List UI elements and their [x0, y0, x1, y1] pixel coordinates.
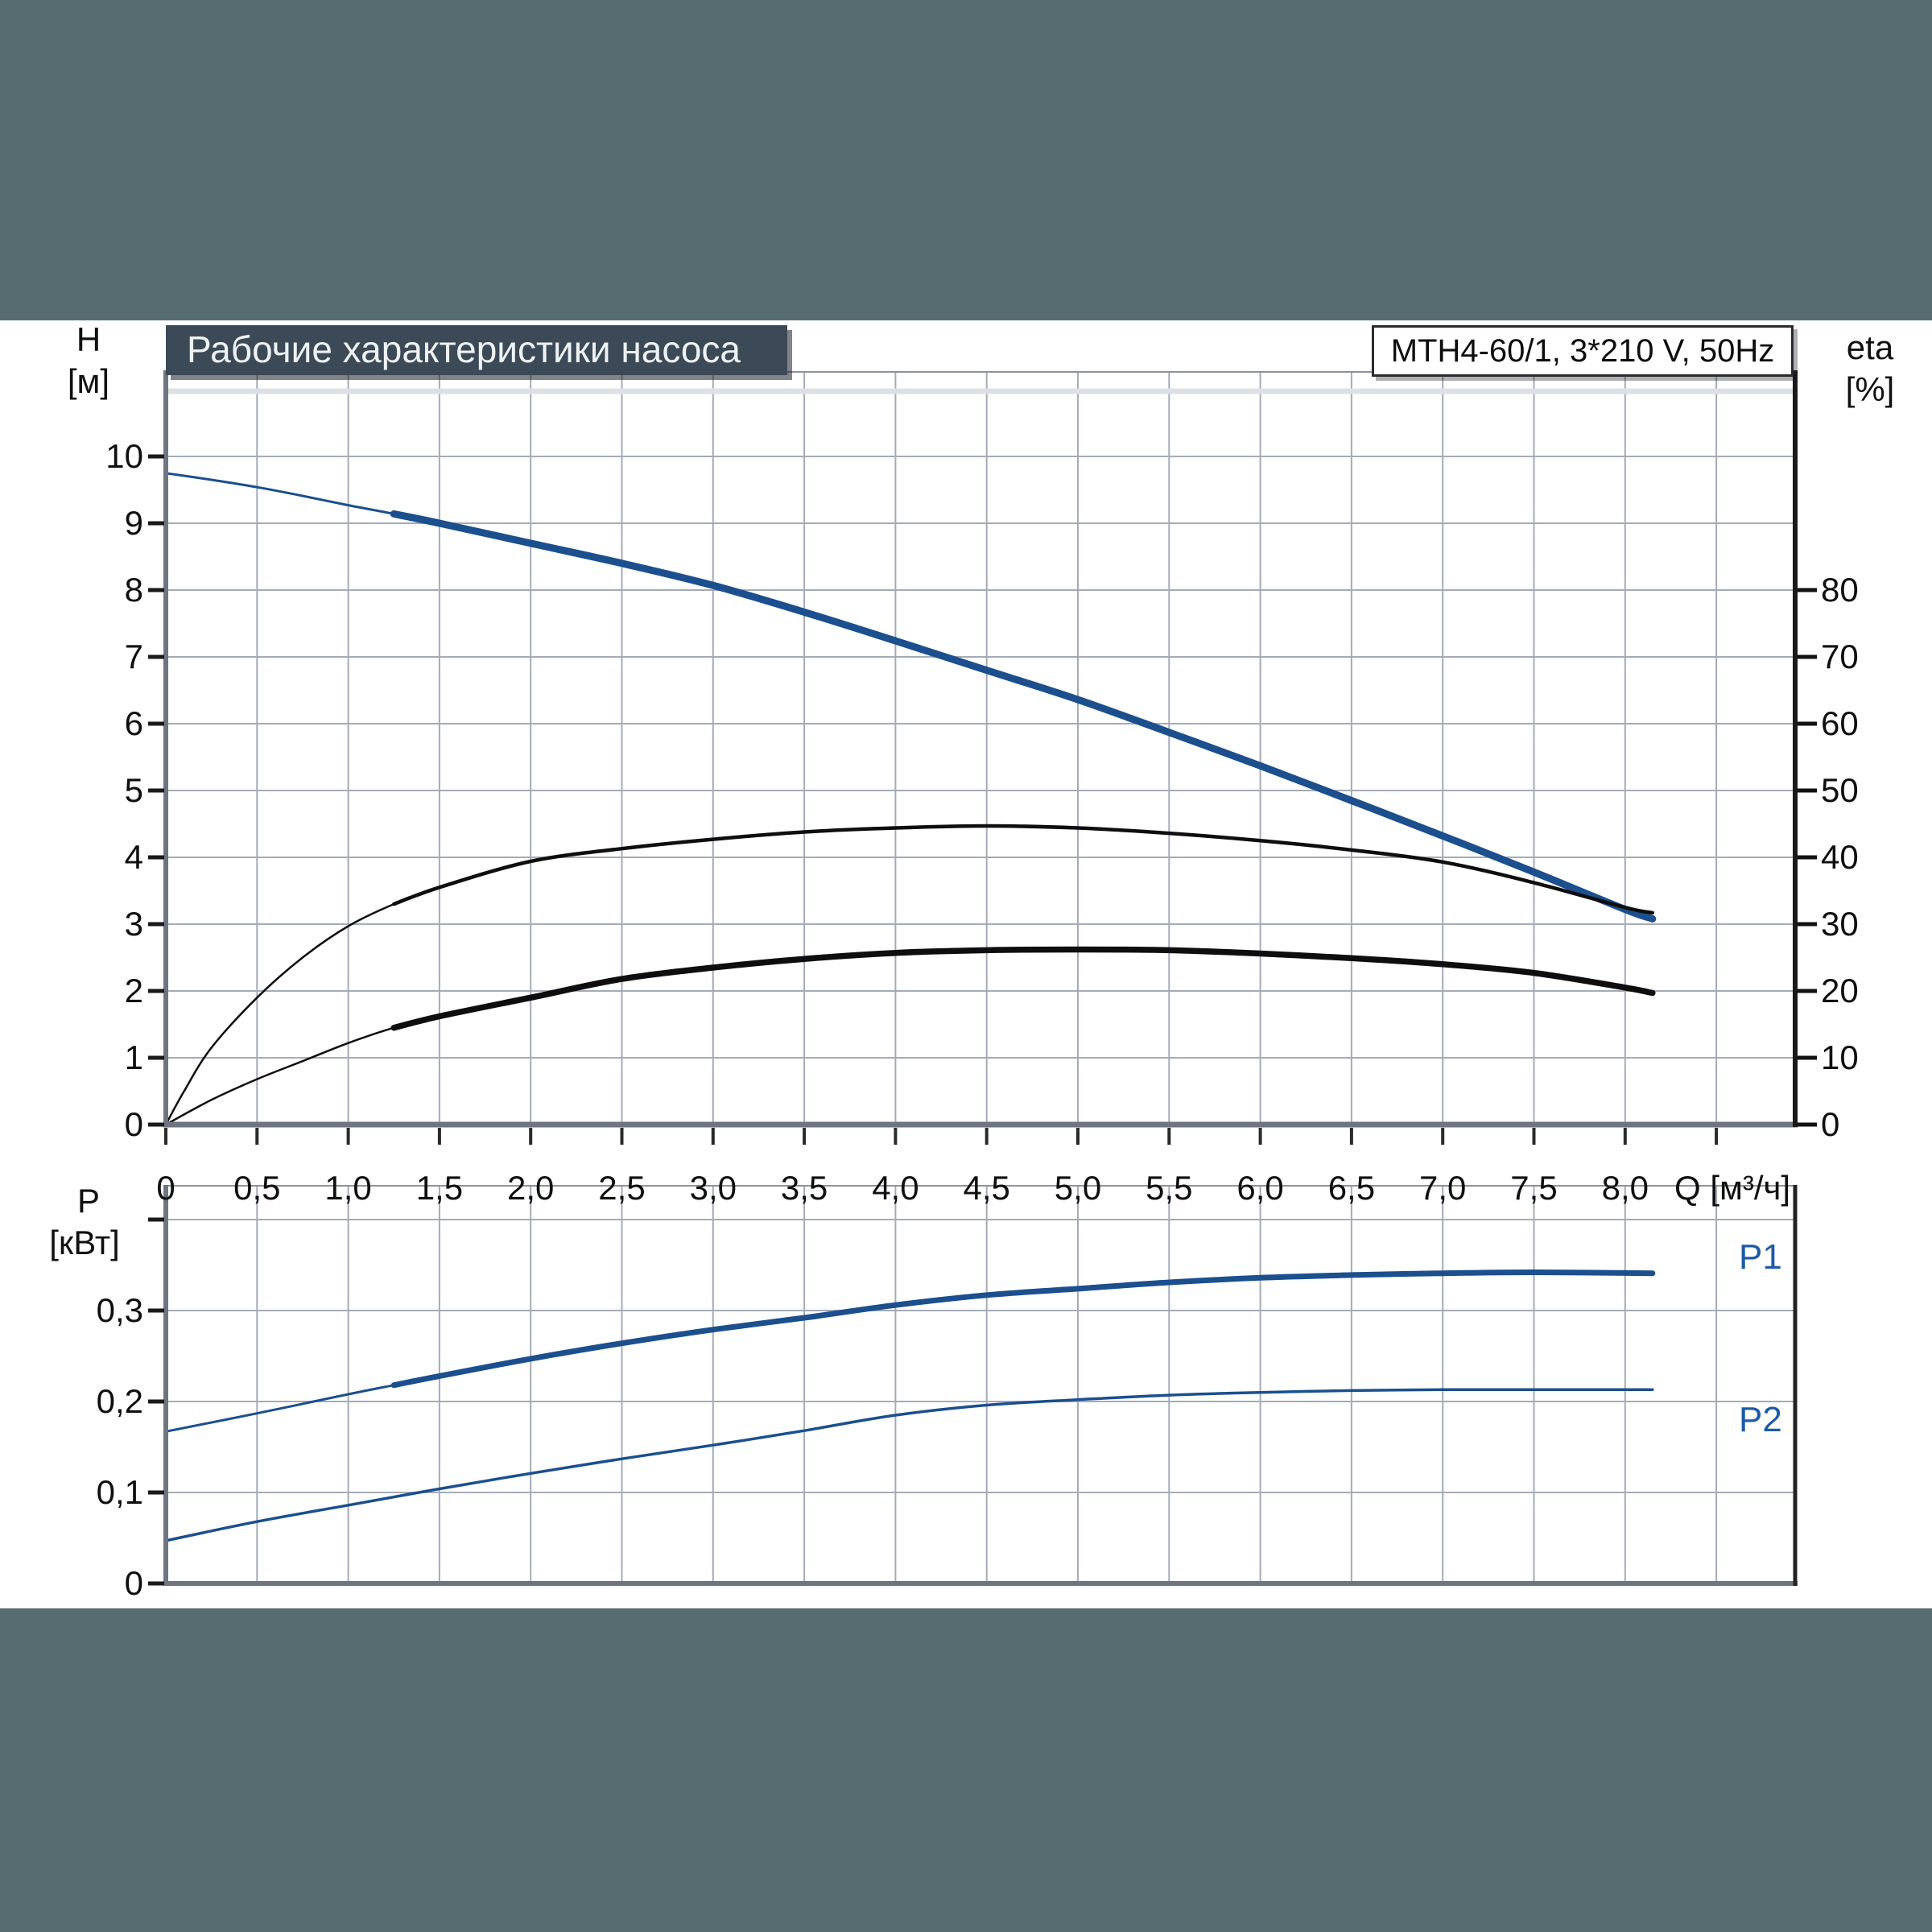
q-tick-label: 1,0 [324, 1169, 372, 1207]
p-tick-label: 0,2 [96, 1382, 143, 1420]
h-tick-label: 5 [124, 771, 143, 809]
q-tick-label: 0 [156, 1169, 175, 1207]
q-tick-label: 3,5 [780, 1169, 828, 1207]
q-tick-label: 8,0 [1601, 1169, 1649, 1207]
q-tick-label: 6,0 [1236, 1169, 1284, 1207]
chart-title: Рабочие характеристики насоса [187, 328, 741, 370]
h-tick-label: 9 [124, 504, 143, 542]
eta-axis-unit: [%] [1845, 370, 1895, 408]
h-tick-label: 2 [124, 972, 143, 1009]
h-tick-label: 0 [124, 1105, 143, 1143]
q-tick-label: 2,0 [506, 1169, 555, 1207]
eta-axis-name: eta [1846, 328, 1894, 366]
chart-title-box: Рабочие характеристики насоса [166, 325, 787, 375]
eta-tick-label: 60 [1821, 704, 1859, 742]
h-tick-label: 1 [124, 1038, 143, 1076]
pump-model-label: MTH4-60/1, 3*210 V, 50Hz [1390, 333, 1775, 369]
q-tick-label: 6,5 [1327, 1169, 1376, 1207]
h-axis-name: H [76, 320, 101, 358]
q-tick-label: 0,5 [233, 1169, 281, 1207]
p-axis-name: P [76, 1182, 100, 1220]
q-axis-label: Q [м³/ч] [1674, 1169, 1791, 1207]
h-axis-unit: [м] [67, 362, 110, 400]
q-tick-label: 5,0 [1054, 1169, 1102, 1207]
eta-tick-label: 10 [1821, 1038, 1859, 1076]
p1-series-label: P1 [1739, 1237, 1782, 1277]
q-tick-label: 4,5 [963, 1169, 1010, 1207]
q-tick-label: 7,5 [1510, 1169, 1558, 1207]
eta-tick-label: 70 [1821, 638, 1859, 675]
h-tick-label: 10 [105, 437, 143, 475]
eta-tick-label: 20 [1821, 972, 1859, 1009]
p-tick-label: 0,3 [96, 1291, 143, 1329]
p-tick-label: 0,1 [96, 1473, 143, 1511]
q-tick-label: 5,5 [1146, 1169, 1193, 1207]
pump-model-box: MTH4-60/1, 3*210 V, 50Hz [1372, 325, 1794, 377]
eta-tick-label: 30 [1821, 905, 1859, 943]
h-tick-label: 3 [124, 905, 143, 943]
q-tick-label: 7,0 [1418, 1169, 1467, 1207]
p-axis-unit: [кВт] [49, 1224, 120, 1261]
h-tick-label: 6 [124, 704, 143, 742]
h-tick-label: 8 [124, 571, 143, 609]
eta-tick-label: 50 [1821, 771, 1859, 809]
eta-tick-label: 40 [1821, 838, 1859, 876]
h-tick-label: 7 [124, 638, 143, 675]
chart-figure-background [0, 320, 1932, 1608]
eta-tick-label: 0 [1821, 1105, 1840, 1143]
q-tick-label: 1,5 [415, 1169, 464, 1207]
p-tick-label: 0 [124, 1564, 143, 1602]
q-tick-label: 2,5 [598, 1169, 646, 1207]
eta-tick-label: 80 [1821, 571, 1859, 609]
q-tick-label: 3,0 [689, 1169, 737, 1207]
p2-series-label: P2 [1739, 1400, 1782, 1439]
q-tick-label: 4,0 [872, 1169, 919, 1207]
h-tick-label: 4 [124, 838, 143, 876]
